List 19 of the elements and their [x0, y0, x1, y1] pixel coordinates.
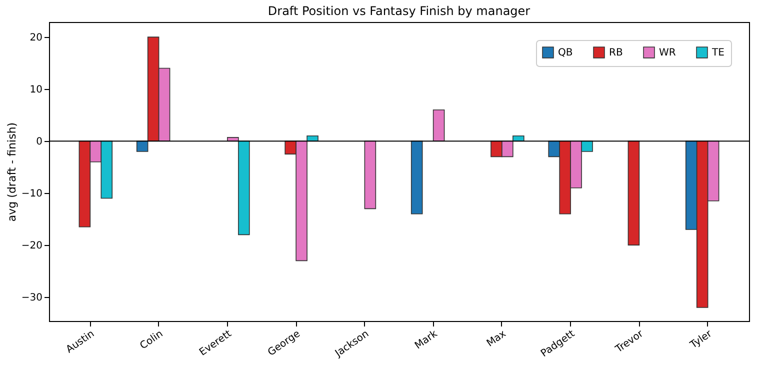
y-tick-label: 0: [36, 136, 42, 148]
y-tick-label: −20: [21, 240, 42, 252]
legend-label: RB: [609, 47, 623, 58]
x-tick-label: Tyler: [688, 328, 715, 352]
bar: [628, 140, 640, 246]
bar: [432, 109, 445, 142]
y-tick-label: −30: [21, 292, 42, 304]
y-tick-label: 10: [30, 84, 42, 96]
legend-label: WR: [659, 47, 676, 58]
x-tick-label: Colin: [138, 328, 166, 352]
y-axis-title: avg (draft - finish): [5, 122, 18, 222]
bar: [364, 140, 376, 210]
bar: [410, 140, 423, 214]
chart-title: Draft Position vs Fantasy Finish by manager: [268, 4, 530, 18]
y-tick-label: −10: [21, 188, 42, 200]
legend-label: TE: [711, 47, 724, 58]
x-tick-label: Max: [484, 328, 508, 350]
legend-label: QB: [558, 47, 573, 58]
y-tick-label: 20: [30, 32, 42, 44]
